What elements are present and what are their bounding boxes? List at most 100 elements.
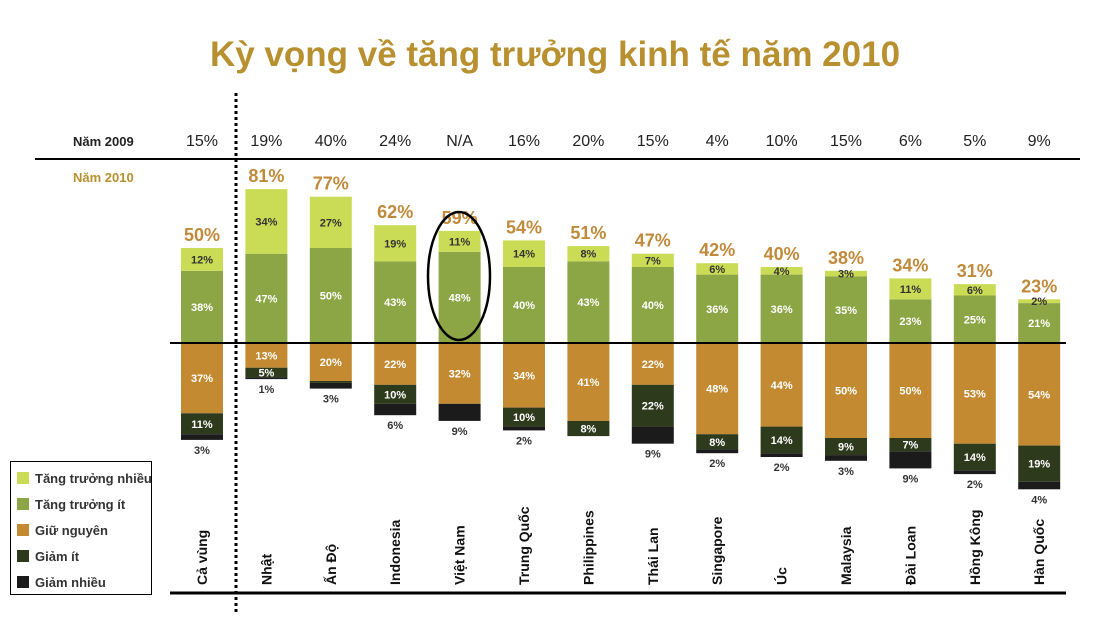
bar-segment-label: 34%	[255, 216, 277, 228]
bar-segment-label: 34%	[513, 370, 535, 382]
bar-segment	[374, 384, 417, 404]
bar-segment	[953, 343, 996, 444]
bar-segment	[1018, 481, 1061, 490]
bar-segment-label: 50%	[899, 386, 921, 398]
category-label: Trung Quốc	[516, 506, 532, 585]
total-2010-label: 51%	[570, 223, 606, 243]
bar-segment-label: 13%	[255, 350, 277, 362]
year-2010-row-label: Năm 2010	[73, 170, 134, 185]
bar-segment-label: 36%	[706, 304, 728, 316]
category-label: Hồng Kông	[967, 510, 983, 585]
year-2009-value: 5%	[963, 133, 986, 150]
bar-segment-label: 11%	[900, 284, 922, 296]
bar-segment-label: 19%	[384, 238, 406, 250]
bar-segment	[567, 261, 610, 343]
legend-swatch	[17, 550, 29, 562]
bar-bottom-label: 6%	[387, 420, 403, 432]
category-label: Philippines	[580, 510, 596, 585]
bar-bottom-label: 3%	[194, 445, 210, 457]
bar-segment-label: 36%	[771, 304, 793, 316]
total-2010-label: 42%	[699, 240, 735, 260]
year-2009-value: 15%	[830, 133, 862, 150]
bar-segment-label: 44%	[771, 380, 793, 392]
bar-segment-label: 32%	[449, 368, 471, 380]
legend-swatch	[17, 524, 29, 536]
total-2010-label: 38%	[828, 248, 864, 268]
bar-segment	[181, 413, 223, 435]
bar-segment	[309, 343, 352, 381]
bar-segment	[631, 253, 674, 267]
bar-segment	[374, 403, 417, 416]
bar-segment	[503, 426, 545, 431]
bar-segment-label: 8%	[580, 424, 596, 436]
bar-segment	[825, 276, 867, 343]
total-2010-label: 50%	[184, 225, 220, 245]
bar-segment-label: 11%	[191, 419, 213, 431]
bar-segment	[567, 343, 610, 421]
bar-segment	[760, 426, 803, 454]
bar-segment	[438, 343, 481, 404]
bar-segment-label: 50%	[835, 386, 857, 398]
bar-segment	[696, 274, 739, 343]
bar-segment-label: 41%	[577, 377, 599, 389]
year-2009-value: 15%	[186, 133, 218, 150]
bar-segment	[245, 343, 288, 368]
bar-segment-label: 4%	[774, 266, 790, 278]
bar-segment	[825, 270, 867, 277]
bar-segment	[567, 246, 610, 262]
total-2010-label: 62%	[377, 202, 413, 222]
bar-segment	[953, 295, 996, 343]
total-2010-label: 77%	[313, 174, 349, 194]
bar-segment-label: 50%	[320, 291, 342, 303]
bar-segment-label: 47%	[255, 293, 277, 305]
bar-segment	[1018, 343, 1061, 446]
bar-segment	[696, 263, 739, 275]
legend-item: Giữ nguyên	[17, 517, 145, 543]
bar-bottom-label: 9%	[645, 449, 661, 461]
legend-label: Giảm nhiều	[35, 574, 106, 590]
bar-segment-label: 35%	[835, 305, 857, 317]
bar-segment	[696, 434, 739, 450]
bar-segment-label: 7%	[645, 255, 661, 267]
bar-segment-label: 6%	[709, 264, 725, 276]
year-2009-value: 4%	[706, 133, 729, 150]
category-label: Úc	[773, 567, 790, 585]
total-2010-label: 81%	[248, 166, 284, 186]
bar-bottom-label: 2%	[967, 479, 983, 491]
bar-segment	[631, 267, 674, 343]
bar-segment-label: 12%	[191, 254, 213, 266]
year-2009-value: N/A	[446, 133, 473, 150]
legend-item: Tăng trưởng nhiều	[17, 465, 152, 491]
category-label: Malaysia	[838, 526, 854, 585]
bar-bottom-label: 2%	[709, 458, 725, 470]
bar-segment-label: 19%	[1028, 459, 1050, 471]
bar-segment-label: 14%	[513, 249, 535, 261]
category-label: Cả vùng	[194, 530, 210, 585]
bars-group: 15% 38% 12% 50% 37% 11% 3% Cả vùng 19% 47% 34% 81% 1…	[181, 133, 1061, 585]
bar-segment	[760, 343, 803, 427]
legend-label: Giữ nguyên	[35, 522, 108, 538]
bar-segment-label: 9%	[838, 442, 854, 454]
bar-segment-label: 53%	[964, 388, 986, 400]
bar-segment-label: 22%	[642, 359, 664, 371]
legend-swatch	[17, 472, 29, 484]
bar-segment-label: 8%	[709, 437, 725, 449]
bar-segment-label: 20%	[320, 357, 342, 369]
bar-segment-label: 37%	[191, 373, 213, 385]
category-label: Ấn Độ	[323, 544, 339, 585]
bar-segment	[245, 253, 288, 343]
bar-segment	[631, 426, 674, 444]
bar-segment-label: 25%	[964, 314, 986, 326]
bar-segment	[760, 267, 803, 275]
bar-segment-label: 27%	[320, 217, 342, 229]
year-2009-row-label: Năm 2009	[73, 134, 134, 149]
total-2010-label: 47%	[635, 231, 671, 251]
bar-bottom-label: 9%	[902, 473, 918, 485]
legend-item: Giảm ít	[17, 543, 145, 569]
legend-label: Tăng trưởng nhiều	[35, 470, 152, 486]
bar-segment	[438, 403, 481, 421]
bar-segment	[889, 451, 932, 469]
bar-segment	[953, 443, 996, 471]
bar-segment-label: 40%	[642, 300, 664, 312]
total-2010-label: 54%	[506, 217, 542, 237]
